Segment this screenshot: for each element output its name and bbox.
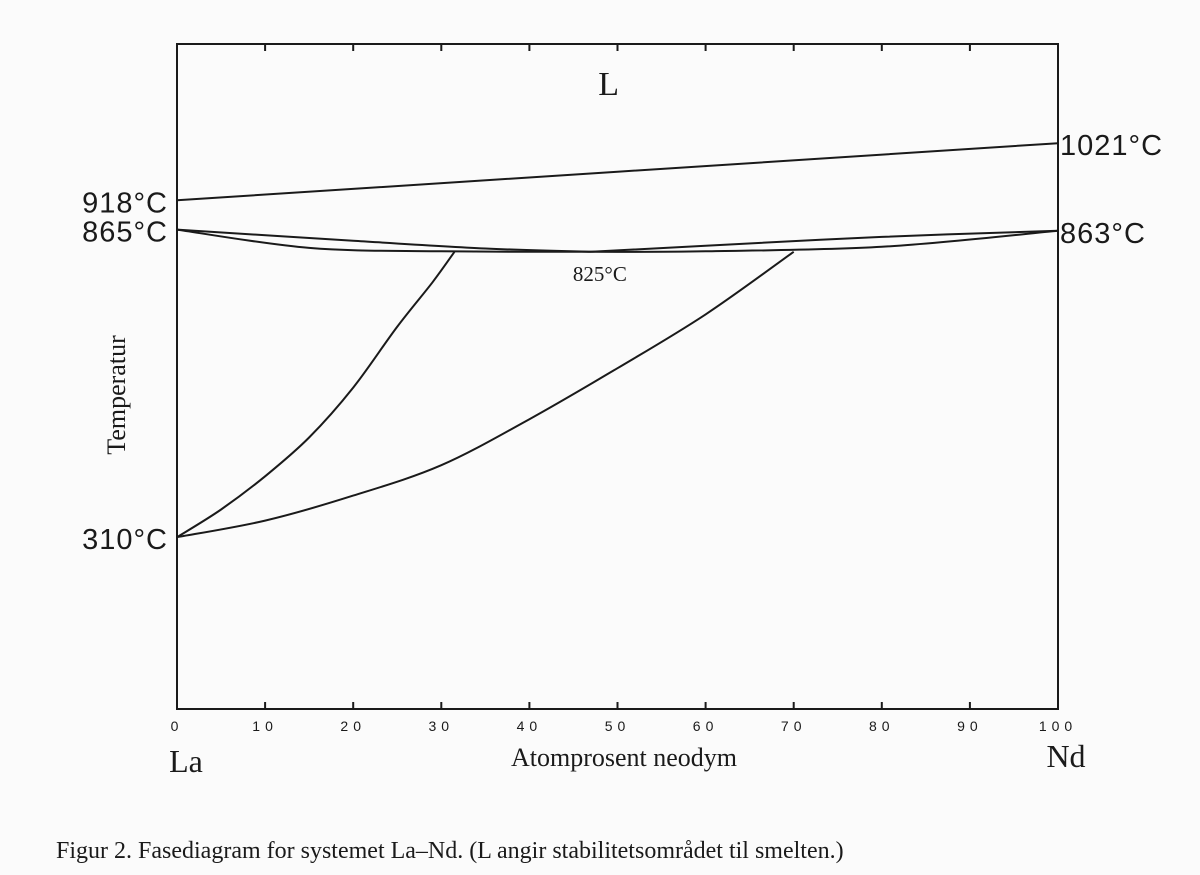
y-axis-label: Temperatur: [102, 335, 131, 455]
x-end-label-nd: Nd: [1046, 738, 1085, 774]
x-tick-label-50: 50: [605, 718, 631, 734]
phase-boundaries: [176, 142, 1059, 539]
x-tick-label-30: 30: [429, 718, 455, 734]
region-label-liquid: L: [598, 66, 619, 103]
annotation-825: 825°C: [573, 262, 627, 286]
temp-label-right-1: 863°C: [1060, 218, 1146, 250]
phase-boundary-3: [591, 229, 1059, 253]
temp-label-left-1: 865°C: [82, 217, 168, 249]
temp-label-left-0: 918°C: [82, 187, 168, 219]
plot-frame: [176, 43, 1059, 710]
x-tick-label-70: 70: [781, 718, 807, 734]
phase-boundary-1: [176, 228, 592, 253]
x-tick-label-40: 40: [517, 718, 543, 734]
x-tick-label-80: 80: [869, 718, 895, 734]
x-end-label-la: La: [169, 743, 203, 779]
phase-boundary-5: [176, 250, 795, 539]
phase-boundary-2: [176, 228, 1059, 253]
temp-label-left-2: 310°C: [82, 524, 168, 556]
x-tick-label-10: 10: [252, 718, 278, 734]
x-tick-label-20: 20: [340, 718, 366, 734]
temp-label-right-0: 1021°C: [1060, 130, 1163, 162]
x-tick-label-90: 90: [957, 718, 983, 734]
figure-caption: Figur 2. Fasediagram for systemet La–Nd.…: [56, 838, 844, 864]
x-tick-label-0: 0: [171, 718, 184, 734]
phase-boundary-4: [176, 251, 456, 539]
x-ticks: 0 10 20 30 40 50 60 70 80 90 100: [171, 44, 1077, 734]
x-axis-label: Atomprosent neodym: [511, 743, 737, 772]
phase-boundary-0: [176, 142, 1059, 202]
x-tick-label-60: 60: [693, 718, 719, 734]
x-tick-label-100: 100: [1039, 718, 1077, 734]
